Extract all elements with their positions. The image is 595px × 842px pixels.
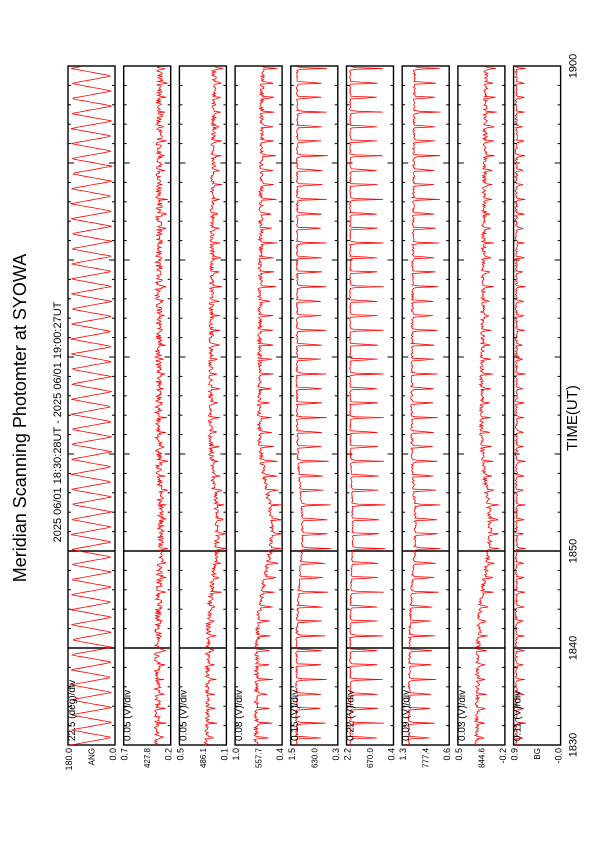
y-max-label: 1.0 bbox=[231, 748, 241, 761]
channel-name: 427.8 bbox=[143, 747, 152, 768]
y-min-label: -0.2 bbox=[498, 748, 508, 764]
panel-frame bbox=[178, 65, 228, 746]
series-line bbox=[406, 66, 441, 746]
panel-557-7: 0.08 (V)/div 1.0 557.7 0.4 bbox=[231, 65, 285, 768]
panel-777-4: 0.09 (V)/div 1.3 777.4 0.6 bbox=[398, 65, 452, 768]
panel-frame bbox=[122, 65, 172, 746]
y-max-label: 0.7 bbox=[120, 748, 130, 761]
series-line bbox=[514, 66, 527, 746]
y-min-label: 0.6 bbox=[442, 748, 452, 761]
panel-frame bbox=[290, 65, 339, 746]
scale-label: 0.11 (V)/div bbox=[513, 691, 524, 741]
panel-ang: 22.5 (deg)/div 180.0 ANG 0.0 bbox=[64, 65, 118, 771]
y-min-label: 0.1 bbox=[219, 748, 229, 761]
y-max-label: 2.2 bbox=[343, 748, 353, 761]
scale-label: 0.08 (V)/div bbox=[234, 690, 245, 741]
channel-name: 777.4 bbox=[422, 747, 431, 768]
time-range-label: 2025 06/01 18:30:28UT - 2025 06/01 19:00… bbox=[52, 301, 64, 542]
y-min-label: 0.0 bbox=[108, 748, 118, 761]
x-tick-label: 1900 bbox=[568, 54, 580, 78]
scale-label: 0.03 (V)/div bbox=[457, 690, 468, 741]
x-axis-label: TIME(UT) bbox=[564, 385, 581, 451]
panel-844-6: 0.03 (V)/div 0.5 844.6 -0.2 bbox=[454, 65, 508, 768]
chart-title: Meridian Scanning Photomter at SYOWA bbox=[10, 254, 30, 582]
y-min-label: 0.4 bbox=[275, 748, 285, 761]
x-tick-label: 1830 bbox=[568, 733, 580, 757]
channel-name: ANG bbox=[88, 748, 97, 765]
y-max-label: 0.9 bbox=[510, 748, 520, 761]
channel-name: 844.6 bbox=[477, 747, 486, 768]
series-line bbox=[203, 66, 226, 746]
channel-name: 670.0 bbox=[366, 747, 375, 768]
series-line bbox=[252, 66, 282, 746]
panel-frame bbox=[345, 65, 395, 746]
panel-630-0: 0.15 (V)/div 1.5 630.0 0.3 bbox=[287, 65, 341, 768]
channel-name: 557.7 bbox=[255, 747, 264, 768]
panel-486-1: 0.05 (V)/div 0.5 486.1 0.1 bbox=[175, 65, 229, 768]
series-line bbox=[473, 66, 500, 746]
panel-frame bbox=[457, 65, 506, 746]
y-min-label: -0.0 bbox=[554, 748, 564, 764]
y-min-label: 0.4 bbox=[387, 748, 397, 761]
scale-label: 0.15 (V)/div bbox=[290, 690, 301, 741]
panel-frame bbox=[67, 65, 116, 746]
panel-670-0: 0.22 (V)/div 2.2 670.0 0.4 bbox=[343, 65, 397, 768]
channel-name: 486.1 bbox=[199, 747, 208, 768]
scale-label: 0.05 (V)/div bbox=[123, 690, 134, 741]
y-min-label: 0.3 bbox=[331, 748, 341, 761]
scale-label: 0.09 (V)/div bbox=[401, 690, 412, 741]
series-line bbox=[70, 66, 113, 746]
channel-name: BG bbox=[533, 748, 542, 760]
series-line bbox=[294, 66, 332, 746]
x-tick-label: 1840 bbox=[568, 636, 580, 660]
scale-label: 22.5 (deg)/div bbox=[67, 680, 78, 741]
y-max-label: 1.5 bbox=[287, 748, 297, 761]
panel-frame bbox=[234, 65, 283, 746]
scale-label: 0.22 (V)/div bbox=[346, 690, 357, 741]
panel-bg: 0.11 (V)/div 0.9 BG -0.0 bbox=[510, 65, 564, 764]
x-tick-labels: 1830 1840 1850 1900 bbox=[568, 54, 580, 757]
y-max-label: 1.3 bbox=[398, 748, 408, 761]
y-max-label: 0.5 bbox=[454, 748, 464, 761]
series-line bbox=[348, 66, 386, 746]
y-min-label: 0.2 bbox=[164, 748, 174, 761]
panel-group: 22.5 (deg)/div 180.0 ANG 0.0 0.05 (V)/div 0.7… bbox=[64, 65, 564, 771]
channel-name: 630.0 bbox=[310, 747, 319, 768]
y-max-label: 180.0 bbox=[64, 748, 74, 771]
scale-label: 0.05 (V)/div bbox=[178, 690, 189, 741]
x-tick-label: 1850 bbox=[568, 539, 580, 563]
panel-frame bbox=[401, 65, 450, 746]
y-max-label: 0.5 bbox=[175, 748, 185, 761]
panel-frame bbox=[512, 65, 562, 746]
series-line bbox=[153, 66, 169, 746]
panel-427-8: 0.05 (V)/div 0.7 427.8 0.2 bbox=[120, 65, 174, 768]
